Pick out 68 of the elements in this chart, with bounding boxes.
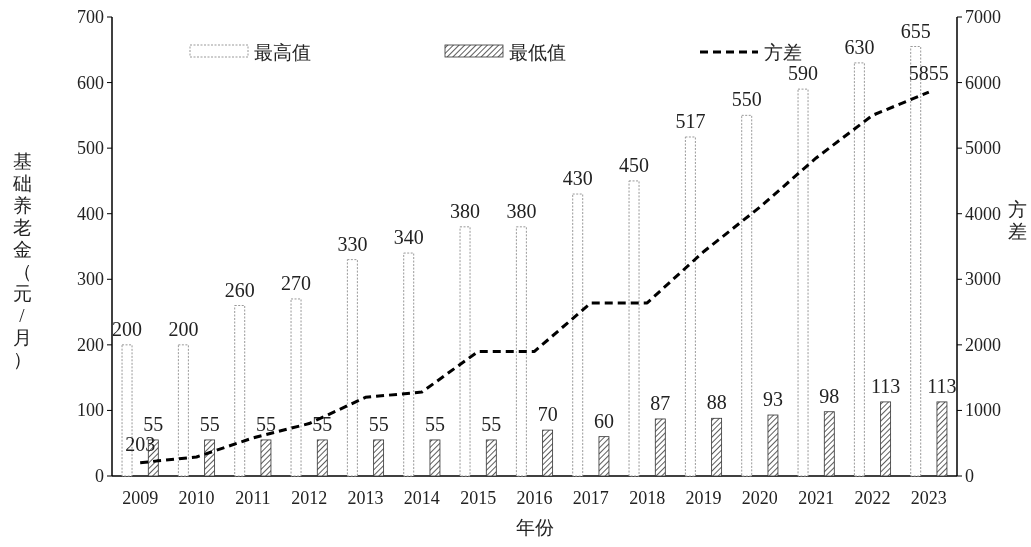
- x-tick-label: 2018: [629, 488, 666, 508]
- x-tick-label: 2009: [122, 488, 159, 508]
- legend-label: 方差: [764, 42, 802, 63]
- x-tick-label: 2011: [235, 488, 271, 508]
- y2-axis-title: 方差: [1007, 198, 1027, 242]
- x-tick-label: 2021: [798, 488, 835, 508]
- y2-tick-label: 4000: [965, 203, 1001, 224]
- data-label: 55: [143, 412, 164, 435]
- y-tick-label: 600: [77, 72, 104, 93]
- data-label: 55: [368, 412, 389, 435]
- y-tick-label: 200: [77, 334, 104, 355]
- y-tick-label: 0: [95, 466, 104, 486]
- text: 基础养老金（元/月）: [12, 150, 32, 370]
- y2-tick-label: 7000: [965, 7, 1001, 27]
- data-label: 330: [337, 232, 368, 255]
- x-tick-label: 2022: [854, 488, 891, 508]
- y2-tick-label: 2000: [965, 334, 1001, 355]
- legend-label: 最低值: [509, 42, 566, 63]
- data-label: 260: [224, 278, 255, 301]
- data-label: 200: [168, 317, 199, 340]
- data-label: 200: [112, 317, 143, 340]
- y2-tick-label: 0: [965, 466, 974, 486]
- data-label: 590: [788, 62, 819, 85]
- x-tick-label: 2012: [291, 488, 328, 508]
- data-label: 87: [650, 391, 671, 414]
- x-tick-label: 2013: [347, 488, 384, 508]
- data-label: 55: [255, 412, 276, 435]
- data-label: 5855: [908, 62, 949, 85]
- data-label: 380: [450, 199, 481, 222]
- x-tick-label: 2016: [516, 488, 553, 508]
- y2-tick-label: 3000: [965, 269, 1001, 290]
- legend-label: 最高值: [254, 42, 311, 63]
- data-label: 55: [481, 412, 502, 435]
- data-label: 380: [506, 199, 537, 222]
- data-label: 60: [593, 409, 614, 432]
- data-label: 88: [706, 391, 727, 414]
- data-label: 55: [424, 412, 445, 435]
- y-tick-label: 400: [77, 203, 104, 224]
- data-label: 70: [537, 403, 558, 426]
- y-tick-label: 100: [77, 400, 104, 421]
- y2-tick-label: 6000: [965, 72, 1001, 93]
- data-label: 55: [199, 412, 220, 435]
- data-label: 450: [619, 153, 650, 176]
- data-label: 113: [870, 374, 901, 397]
- data-label: 630: [844, 35, 875, 58]
- y-tick-label: 500: [77, 138, 104, 159]
- data-label: 113: [927, 374, 957, 397]
- x-tick-label: 2019: [685, 488, 722, 508]
- x-tick-label: 2014: [403, 488, 440, 508]
- data-label: 430: [562, 167, 593, 190]
- y-tick-label: 300: [77, 269, 104, 290]
- data-label: 270: [281, 271, 312, 294]
- x-tick-label: 2015: [460, 488, 497, 508]
- data-label: 340: [393, 226, 424, 249]
- data-label: 517: [675, 110, 706, 132]
- x-tick-label: 2023: [910, 488, 947, 508]
- y2-tick-label: 5000: [965, 138, 1001, 159]
- y2-tick-label: 1000: [965, 400, 1001, 421]
- data-label: 55: [312, 412, 333, 435]
- data-label: 550: [731, 88, 762, 111]
- x-tick-label: 2010: [178, 488, 215, 508]
- data-label: 93: [762, 388, 783, 411]
- x-axis-title: 年份: [515, 517, 554, 538]
- y-tick-label: 700: [77, 7, 104, 27]
- x-tick-label: 2020: [741, 488, 778, 508]
- x-tick-label: 2017: [572, 488, 609, 508]
- data-label: 98: [819, 384, 840, 407]
- data-label: 655: [900, 19, 931, 42]
